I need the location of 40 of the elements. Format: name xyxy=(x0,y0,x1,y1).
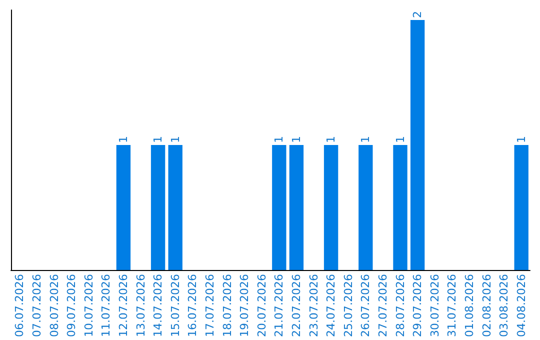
x-tick-label: 14.07.2026 xyxy=(152,274,165,337)
x-tick-label: 11.07.2026 xyxy=(100,274,113,337)
x-tick-label: 08.07.2026 xyxy=(48,274,61,337)
data-label: 2 xyxy=(411,11,424,18)
data-label: 1 xyxy=(152,136,165,143)
x-tick-label: 17.07.2026 xyxy=(203,274,216,337)
x-tick-label: 27.07.2026 xyxy=(376,274,390,337)
x-tick-label: 31.07.2026 xyxy=(446,274,459,337)
data-label: 1 xyxy=(514,136,528,143)
x-tick-label: 13.07.2026 xyxy=(134,274,148,337)
x-tick-label: 16.07.2026 xyxy=(186,274,200,337)
x-tick-label: 07.07.2026 xyxy=(30,274,44,337)
x-tick-label: 06.07.2026 xyxy=(13,274,26,337)
x-tick-label: 24.07.2026 xyxy=(324,274,338,337)
data-label: 1 xyxy=(394,136,407,143)
x-tick-label: 09.07.2026 xyxy=(65,274,78,337)
x-tick-label: 19.07.2026 xyxy=(238,274,252,337)
data-label: 1 xyxy=(290,136,303,143)
x-tick-label: 25.07.2026 xyxy=(342,274,355,337)
x-tick-label: 01.08.2026 xyxy=(462,274,476,337)
data-label: 1 xyxy=(324,136,338,143)
x-tick-label: 15.07.2026 xyxy=(168,274,182,337)
x-tick-label: 04.08.2026 xyxy=(514,274,528,337)
x-tick-label: 21.07.2026 xyxy=(272,274,286,337)
x-tick-label: 22.07.2026 xyxy=(290,274,303,337)
data-label: 1 xyxy=(168,136,182,143)
x-tick-label: 28.07.2026 xyxy=(394,274,407,337)
x-tick-label: 26.07.2026 xyxy=(359,274,372,337)
data-label: 1 xyxy=(116,136,130,143)
data-label: 1 xyxy=(359,136,372,143)
x-tick-label: 23.07.2026 xyxy=(307,274,320,337)
x-tick-label: 30.07.2026 xyxy=(428,274,442,337)
x-tick-label: 18.07.2026 xyxy=(220,274,234,337)
x-tick-label: 12.07.2026 xyxy=(116,274,130,337)
x-tick-label: 03.08.2026 xyxy=(498,274,511,337)
x-tick-label: 02.08.2026 xyxy=(480,274,494,337)
x-tick-label: 20.07.2026 xyxy=(255,274,268,337)
x-tick-label: 10.07.2026 xyxy=(82,274,96,337)
data-label: 1 xyxy=(272,136,286,143)
x-tick-label: 29.07.2026 xyxy=(411,274,424,337)
